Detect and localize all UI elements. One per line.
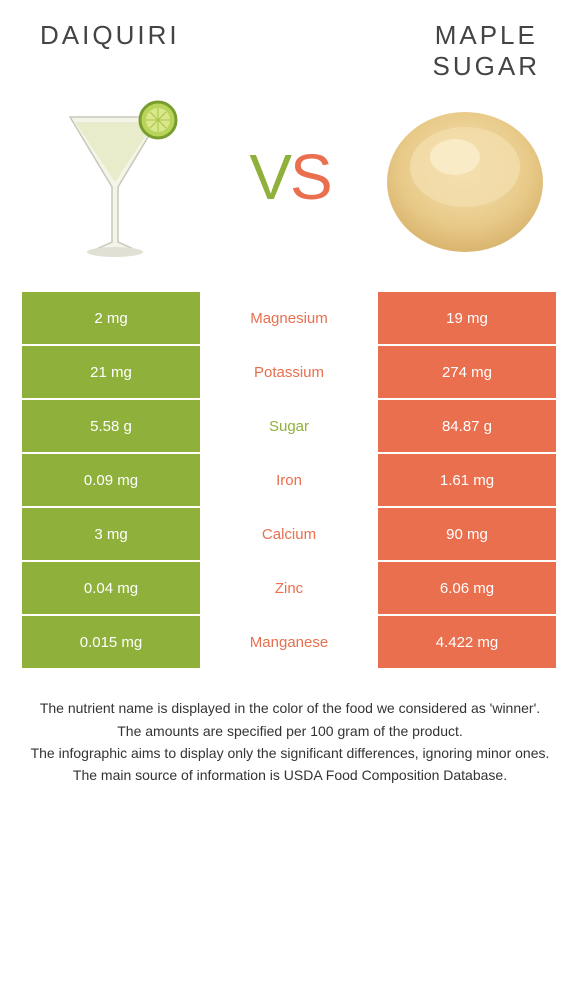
title-right-line1: MAPLE	[435, 20, 538, 50]
nutrient-label: Zinc	[200, 562, 378, 614]
footer-line4: The main source of information is USDA F…	[22, 765, 558, 785]
footer-line3: The infographic aims to display only the…	[22, 743, 558, 763]
value-left: 3 mg	[22, 508, 200, 560]
value-right: 90 mg	[378, 508, 556, 560]
daiquiri-image	[30, 92, 200, 262]
table-row: 0.04 mgZinc6.06 mg	[22, 562, 558, 614]
value-left: 2 mg	[22, 292, 200, 344]
value-left: 0.04 mg	[22, 562, 200, 614]
nutrient-label: Calcium	[200, 508, 378, 560]
table-row: 0.015 mgManganese4.422 mg	[22, 616, 558, 668]
nutrient-label: Iron	[200, 454, 378, 506]
value-right: 274 mg	[378, 346, 556, 398]
maple-sugar-image	[380, 92, 550, 262]
vs-v: V	[249, 141, 290, 213]
nutrient-label: Potassium	[200, 346, 378, 398]
value-right: 6.06 mg	[378, 562, 556, 614]
table-row: 5.58 gSugar84.87 g	[22, 400, 558, 452]
value-right: 1.61 mg	[378, 454, 556, 506]
value-left: 0.09 mg	[22, 454, 200, 506]
footer-line1: The nutrient name is displayed in the co…	[22, 698, 558, 718]
table-row: 2 mgMagnesium19 mg	[22, 292, 558, 344]
nutrient-label: Sugar	[200, 400, 378, 452]
title-left: DAIQUIRI	[40, 20, 180, 51]
value-right: 4.422 mg	[378, 616, 556, 668]
vs-s: S	[290, 141, 331, 213]
table-row: 0.09 mgIron1.61 mg	[22, 454, 558, 506]
table-row: 3 mgCalcium90 mg	[22, 508, 558, 560]
footer-line2: The amounts are specified per 100 gram o…	[22, 721, 558, 741]
nutrient-table: 2 mgMagnesium19 mg21 mgPotassium274 mg5.…	[22, 292, 558, 668]
images-row: VS	[0, 82, 580, 282]
value-left: 5.58 g	[22, 400, 200, 452]
header: DAIQUIRI MAPLE SUGAR	[0, 0, 580, 82]
value-left: 0.015 mg	[22, 616, 200, 668]
footer-notes: The nutrient name is displayed in the co…	[22, 698, 558, 785]
table-row: 21 mgPotassium274 mg	[22, 346, 558, 398]
value-left: 21 mg	[22, 346, 200, 398]
nutrient-label: Magnesium	[200, 292, 378, 344]
vs-label: VS	[249, 140, 330, 214]
title-right: MAPLE SUGAR	[433, 20, 540, 82]
nutrient-label: Manganese	[200, 616, 378, 668]
value-right: 19 mg	[378, 292, 556, 344]
value-right: 84.87 g	[378, 400, 556, 452]
title-right-line2: SUGAR	[433, 51, 540, 81]
